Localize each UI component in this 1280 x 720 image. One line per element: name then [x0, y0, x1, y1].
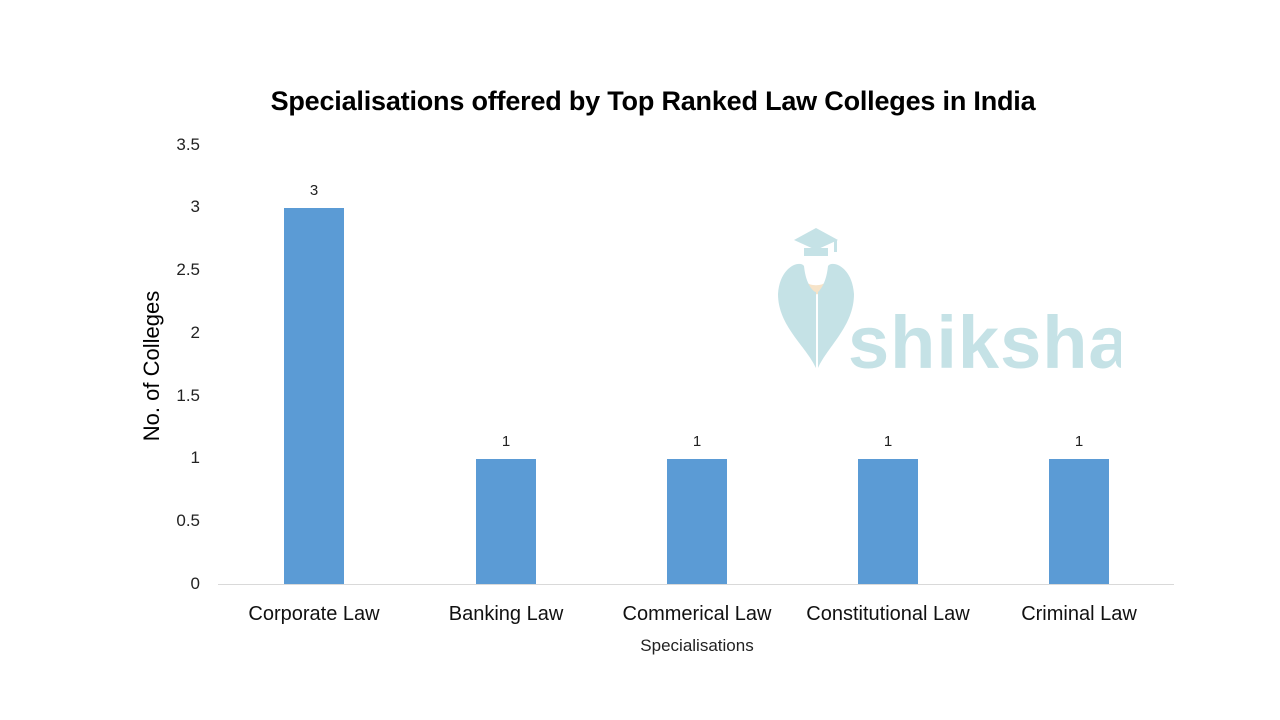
- data-label: 1: [1074, 433, 1084, 450]
- x-axis-label: Specialisations: [640, 636, 754, 655]
- x-tick: Commerical Law: [622, 603, 772, 625]
- y-tick: 3.5: [176, 135, 200, 154]
- x-tick: Criminal Law: [1021, 603, 1137, 625]
- x-tick: Corporate Law: [248, 603, 380, 625]
- y-tick: 2.5: [176, 260, 200, 279]
- x-tick: Constitutional Law: [806, 603, 970, 625]
- bar-criminal-law: [1049, 459, 1109, 584]
- y-tick: 1: [190, 448, 200, 467]
- y-axis-label: No. of Colleges: [139, 290, 164, 442]
- x-tick: Banking Law: [448, 603, 564, 625]
- x-axis-line: [218, 584, 1174, 585]
- y-tick: 2: [190, 323, 200, 342]
- bar-banking-law: [476, 459, 536, 584]
- data-label: 1: [883, 433, 893, 450]
- data-label: 1: [501, 433, 511, 450]
- y-tick: 3: [190, 197, 200, 216]
- bar-commerical-law: [667, 459, 727, 584]
- chart-title: Specialisations offered by Top Ranked La…: [270, 86, 1036, 116]
- shiksha-watermark-logo: shiksha: [778, 228, 1121, 376]
- data-label: 3: [309, 182, 319, 199]
- y-tick: 1.5: [176, 386, 200, 405]
- svg-text:shiksha: shiksha: [848, 301, 1121, 376]
- y-tick: 0: [190, 574, 200, 593]
- bar-corporate-law: [284, 208, 344, 584]
- data-label: 1: [692, 433, 702, 450]
- bar-constitutional-law: [858, 459, 918, 584]
- y-tick: 0.5: [176, 511, 200, 530]
